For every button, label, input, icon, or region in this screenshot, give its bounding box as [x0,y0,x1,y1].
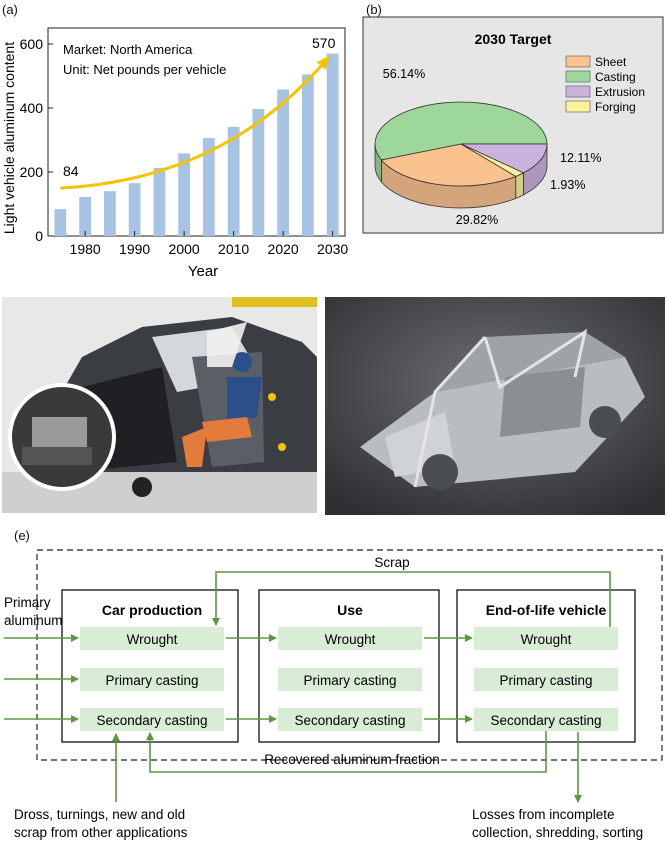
item-label-car-production-wrought: Wrought [127,632,178,647]
stage-box-use [258,589,440,743]
pie-side-forging [515,172,524,199]
item-label-use-wrought: Wrought [325,632,376,647]
bar-2000 [178,153,191,236]
pie-pct-sheet: 29.82% [456,213,498,227]
trend-arrow [60,57,329,190]
legend-swatch-casting [565,70,591,83]
bar-2005 [202,138,215,236]
x-tick-label-2000: 2000 [169,241,200,257]
legend-swatch-extrusion [565,85,591,98]
y-tick-label-0: 0 [35,228,43,244]
item-label-car-production-secondary: Secondary casting [96,713,207,728]
y-tick-label-200: 200 [20,164,44,180]
panel-a-bar-chart: 0 200 400 600 1980 1990 2000 2010 2020 2030 Light… [1,27,348,280]
panel-d-car-body-photo [325,297,665,515]
item-label-use-primary: Primary casting [303,673,396,688]
scrap-label: Scrap [374,555,409,570]
crash-test-illustration [2,297,317,513]
panel-label-a: (a) [2,2,18,17]
item-label-use-secondary: Secondary casting [294,713,405,728]
pie-slice-sheet [380,143,517,187]
panel-c-crash-photo [2,297,317,513]
bar-2020 [277,89,290,236]
y-axis-label: Light vehicle aluminum content [1,42,17,234]
external-inputs-label-line1: Dross, turnings, new and old [14,807,185,822]
primary-aluminum-label-line1: Primary [4,595,51,610]
panel-b-pie-chart: 2030 Target SheetCastingExtrusionForging… [362,16,664,234]
panel-label-b: (b) [366,2,382,17]
panel-e-flow-diagram: Car production Use End-of-life vehicle W… [4,549,663,840]
legend-label-sheet: Sheet [595,55,627,69]
x-tick-label-1980: 1980 [70,241,101,257]
unit-annotation: Unit: Net pounds per vehicle [63,62,226,77]
item-box-use-primary [278,668,422,691]
item-label-car-production-primary: Primary casting [105,673,198,688]
scrap-loop-arrow [212,571,611,627]
recovered-label: Recovered aluminum fraction [264,752,440,767]
item-label-eol-primary: Primary casting [499,673,592,688]
stage-title-use: Use [337,602,363,618]
item-box-car-production-secondary [80,708,224,731]
bar-1980 [79,196,92,236]
stage-title-end-of-life: End-of-life vehicle [486,602,607,618]
system-boundary [36,549,663,761]
stage-title-car-production: Car production [102,602,202,618]
legend-label-casting: Casting [595,70,636,84]
bar-1975 [54,209,67,236]
legend-label-forging: Forging [595,100,636,114]
losses-label-line1: Losses from incomplete [472,807,615,822]
trend-arrowhead [316,55,331,70]
x-tick-label-2030: 2030 [317,241,348,257]
recovered-loop-arrow [146,731,547,773]
legend-swatch-sheet [565,55,591,68]
losses-label-line2: collection, shredding, sorting [472,825,643,840]
last-value-label: 570 [312,35,336,51]
pie-pct-extrusion: 12.11% [560,151,601,165]
crash-barrier-marker [232,297,317,307]
item-box-eol-wrought [474,627,618,650]
pie-slice-forging [460,143,525,177]
plot-frame [47,27,346,237]
bar-2010 [227,126,240,236]
pie-slice-casting [374,101,548,161]
bar-2015 [252,108,265,236]
item-box-use-wrought [278,627,422,650]
y-tick-label-400: 400 [20,100,44,116]
legend-swatch-forging [565,100,591,113]
first-value-label: 84 [63,163,79,179]
item-box-car-production-primary [80,668,224,691]
x-axis-label: Year [188,263,218,280]
pie-pct-forging: 1.93% [550,178,585,192]
x-tick-label-2020: 2020 [268,241,299,257]
car-body-illustration [325,297,665,515]
pie-pct-casting: 56.14% [383,67,425,81]
bar-1995 [153,167,166,236]
panel-label-e: (e) [14,528,30,543]
y-tick-label-600: 600 [20,36,44,52]
bar-2025 [301,74,314,237]
legend-label-extrusion: Extrusion [595,85,645,99]
pie-slice-extrusion [460,143,548,174]
x-tick-label-2010: 2010 [218,241,249,257]
item-label-eol-secondary: Secondary casting [490,713,601,728]
dummy-head-icon [232,352,252,372]
item-box-car-production-wrought [80,627,224,650]
item-box-eol-primary [474,668,618,691]
bar-2030 [326,53,339,236]
item-box-eol-secondary [474,708,618,731]
bar-1985 [103,191,116,236]
primary-aluminum-label-line2: aluminum [4,613,63,628]
pie-title: 2030 Target [475,31,552,47]
item-box-use-secondary [278,708,422,731]
bar-1990 [128,183,141,236]
market-annotation: Market: North America [63,42,193,57]
item-label-eol-wrought: Wrought [521,632,572,647]
external-inputs-label-line2: scrap from other applications [14,825,188,840]
x-tick-label-1990: 1990 [119,241,150,257]
